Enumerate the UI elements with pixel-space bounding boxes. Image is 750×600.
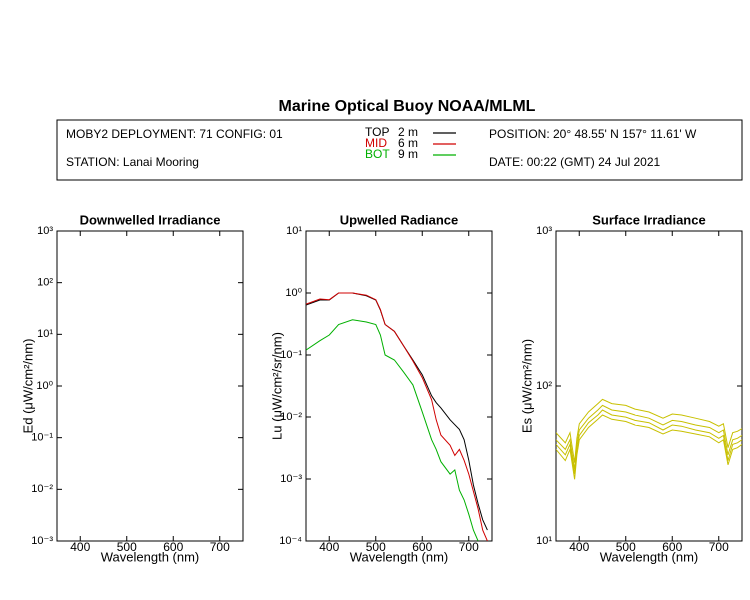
legend-label: BOT — [365, 147, 390, 161]
x-tick-label: 700 — [459, 540, 479, 554]
y-tick-label: 10⁰ — [36, 380, 53, 392]
x-tick-label: 600 — [412, 540, 432, 554]
x-tick-label: 400 — [569, 540, 589, 554]
series-line — [556, 414, 742, 480]
y-tick-label: 10² — [536, 380, 552, 392]
x-axis-label: Wavelength (nm) — [600, 549, 699, 564]
x-axis-label: Wavelength (nm) — [350, 549, 449, 564]
series-line — [556, 398, 742, 463]
y-tick-label: 10¹ — [286, 225, 302, 237]
series-line — [306, 319, 479, 541]
x-tick-label: 500 — [366, 540, 386, 554]
y-axis-label: Es (μW/cm²/nm) — [519, 339, 534, 433]
y-tick-label: 10⁻¹ — [31, 432, 53, 444]
legend-label: TOP — [365, 125, 389, 139]
y-tick-label: 10¹ — [37, 328, 53, 340]
y-tick-label: 10¹ — [536, 535, 552, 547]
series-line — [306, 292, 488, 531]
y-tick-label: 10³ — [37, 225, 53, 237]
x-axis-label: Wavelength (nm) — [101, 549, 200, 564]
legend-depth: 2 m — [398, 125, 418, 139]
plot-frame — [555, 230, 743, 542]
y-tick-label: 10⁰ — [285, 287, 302, 299]
figure-title: Marine Optical Buoy NOAA/MLML — [279, 98, 536, 115]
y-tick-label: 10⁻¹ — [280, 349, 302, 361]
legend-depth: 9 m — [398, 147, 418, 161]
x-tick-label: 700 — [210, 540, 230, 554]
station: STATION: Lanai Mooring — [66, 155, 199, 169]
x-tick-label: 600 — [662, 540, 682, 554]
y-tick-label: 10⁻² — [31, 483, 53, 495]
y-tick-label: 10⁻³ — [280, 473, 302, 485]
y-axis-label: Ed (μW/cm²/nm) — [20, 339, 35, 434]
y-tick-label: 10² — [37, 277, 53, 289]
series-line — [556, 404, 742, 470]
date: DATE: 00:22 (GMT) 24 Jul 2021 — [489, 155, 661, 169]
y-tick-label: 10⁻³ — [31, 535, 53, 547]
legend-label: MID — [365, 136, 387, 150]
x-tick-label: 400 — [319, 540, 339, 554]
x-tick-label: 400 — [70, 540, 90, 554]
x-tick-label: 500 — [616, 540, 636, 554]
position: POSITION: 20° 48.55' N 157° 11.61' W — [489, 127, 697, 141]
legend-depth: 6 m — [398, 136, 418, 150]
series-line — [556, 409, 742, 475]
header-box — [56, 119, 743, 181]
y-tick-label: 10³ — [536, 225, 552, 237]
plot-frame — [305, 230, 493, 542]
y-axis-label: Lu (μW/cm²/sr/nm) — [269, 332, 284, 440]
deployment: MOBY2 DEPLOYMENT: 71 CONFIG: 01 — [66, 127, 283, 141]
series-line — [306, 292, 488, 541]
x-tick-label: 500 — [117, 540, 137, 554]
panel-title: Surface Irradiance — [592, 212, 705, 227]
y-tick-label: 10⁻⁴ — [279, 535, 302, 547]
x-tick-label: 600 — [163, 540, 183, 554]
panel-title: Downwelled Irradiance — [80, 212, 221, 227]
plot-frame — [56, 230, 244, 542]
x-tick-label: 700 — [709, 540, 729, 554]
panel-title: Upwelled Radiance — [340, 212, 458, 227]
y-tick-label: 10⁻² — [280, 411, 302, 423]
